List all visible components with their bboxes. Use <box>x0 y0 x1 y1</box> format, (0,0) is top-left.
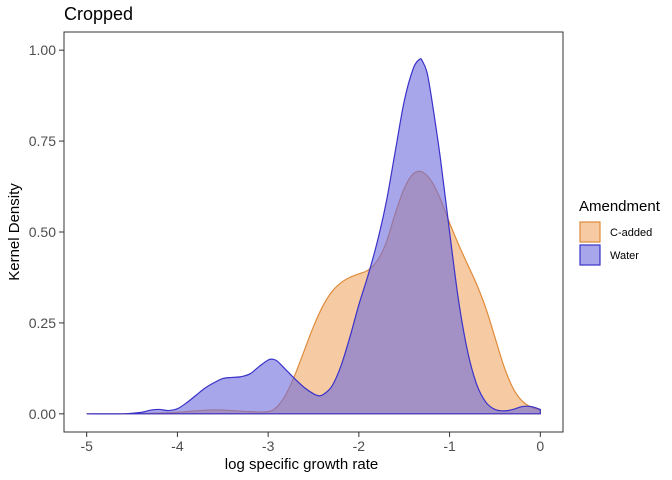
x-tick-label: -3 <box>262 438 275 454</box>
legend-key-c-added <box>579 221 601 243</box>
x-tick-label: -1 <box>443 438 456 454</box>
legend-items: C-added Water <box>579 221 652 266</box>
x-axis-title: log specific growth rate <box>225 456 378 473</box>
legend: Amendment C-added Water <box>579 198 661 266</box>
x-axis: -5 -4 -3 -2 -1 0 <box>80 432 544 454</box>
y-tick-label: 0.00 <box>29 406 56 422</box>
x-tick-label: -5 <box>80 438 93 454</box>
legend-label-c-added: C-added <box>610 227 652 239</box>
density-areas <box>86 58 541 415</box>
y-tick-label: 1.00 <box>29 42 56 58</box>
y-tick-label: 0.50 <box>29 224 56 240</box>
x-tick-label: -2 <box>353 438 366 454</box>
chart-title: Cropped <box>64 4 133 24</box>
legend-key-water <box>579 244 601 266</box>
x-tick-label: -4 <box>171 438 184 454</box>
density-area-water <box>86 58 541 415</box>
y-tick-label: 0.75 <box>29 133 56 149</box>
legend-label-water: Water <box>610 250 639 262</box>
x-tick-label: 0 <box>536 438 544 454</box>
y-axis-title: Kernel Density <box>6 183 23 281</box>
y-tick-label: 0.25 <box>29 315 56 331</box>
legend-title: Amendment <box>579 198 661 215</box>
y-axis: 0.00 0.25 0.50 0.75 1.00 <box>29 42 64 422</box>
